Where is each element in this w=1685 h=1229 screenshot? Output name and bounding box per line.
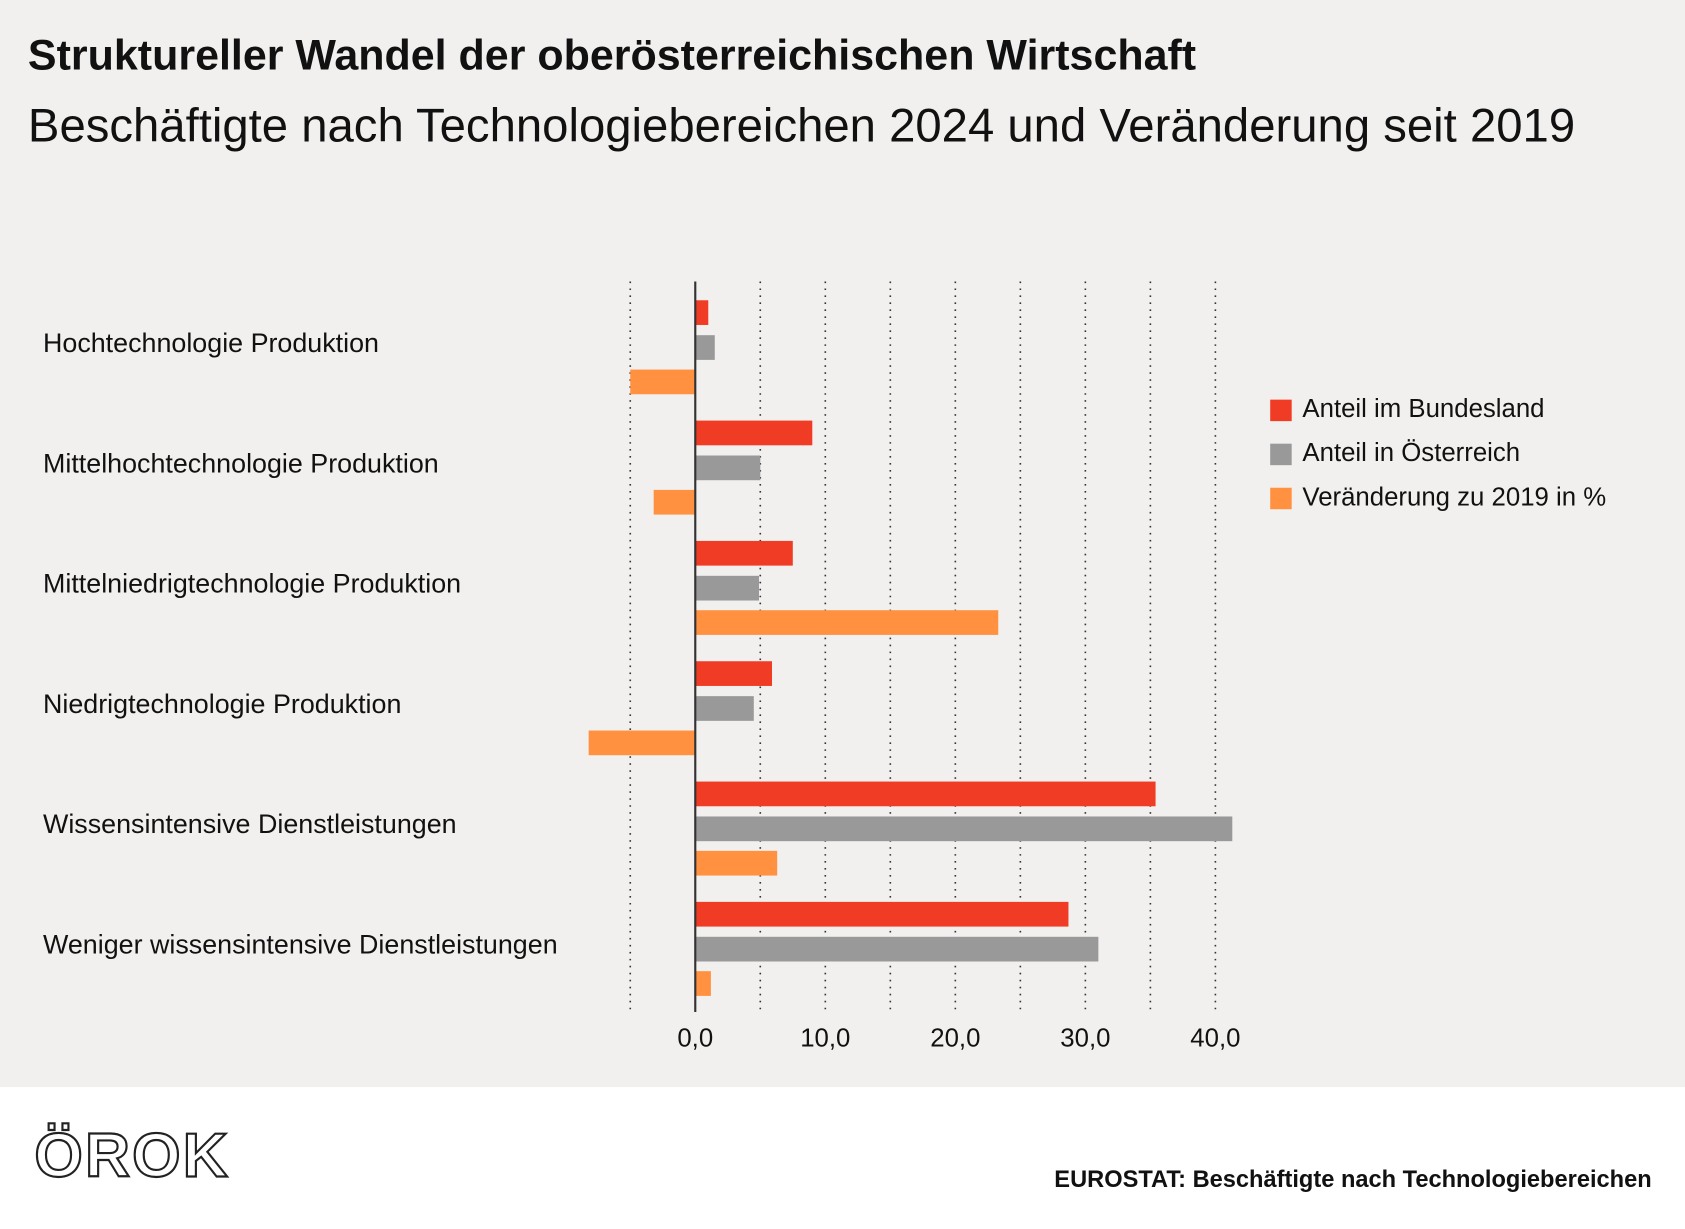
category-label: Hochtechnologie Produktion: [43, 328, 379, 358]
bar: [695, 420, 813, 446]
bar: [588, 730, 696, 756]
bar: [695, 971, 711, 996]
x-tick-label: 40,0: [1190, 1025, 1240, 1053]
x-tick-label: 20,0: [930, 1025, 980, 1053]
legend-label: Veränderung zu 2019 in %: [1302, 483, 1606, 511]
bar: [695, 936, 1099, 962]
bar: [695, 661, 772, 686]
category-label: Mittelhochtechnologie Produktion: [43, 448, 439, 478]
bar: [695, 610, 999, 635]
bar: [695, 335, 715, 360]
legend-swatch: [1270, 443, 1292, 466]
category-label: Wissensintensive Dienstleistungen: [43, 809, 457, 839]
category-label: Mittelniedrigtechnologie Produktion: [43, 569, 461, 599]
bar: [653, 489, 696, 515]
bar: [695, 696, 754, 721]
legend-label: Anteil in Österreich: [1302, 439, 1520, 467]
chart-title: Struktureller Wandel der oberösterreichi…: [28, 31, 1196, 79]
x-tick-label: 30,0: [1060, 1025, 1110, 1053]
legend-swatch: [1270, 399, 1292, 422]
bar: [695, 455, 761, 481]
category-label: Niedrigtechnologie Produktion: [43, 689, 401, 719]
category-label: Weniger wissensintensive Dienstleistunge…: [43, 930, 558, 960]
bar: [695, 816, 1233, 842]
legend-label: Anteil im Bundesland: [1302, 395, 1544, 423]
chart-subtitle: Beschäftigte nach Technologiebereichen 2…: [28, 99, 1575, 152]
x-tick-label: 0,0: [677, 1025, 713, 1053]
x-tick-label: 10,0: [800, 1025, 850, 1053]
bar: [630, 369, 696, 395]
bar: [695, 575, 759, 601]
bar: [695, 850, 778, 876]
source: EUROSTAT: Beschäftigte nach Technologieb…: [1054, 1167, 1651, 1193]
footer-background: [0, 1087, 1685, 1229]
bar: [695, 781, 1156, 807]
bar: [695, 540, 793, 566]
legend-swatch: [1270, 487, 1292, 510]
bar: [695, 300, 709, 325]
bar: [695, 901, 1069, 927]
logo: ÖROK: [34, 1122, 230, 1191]
